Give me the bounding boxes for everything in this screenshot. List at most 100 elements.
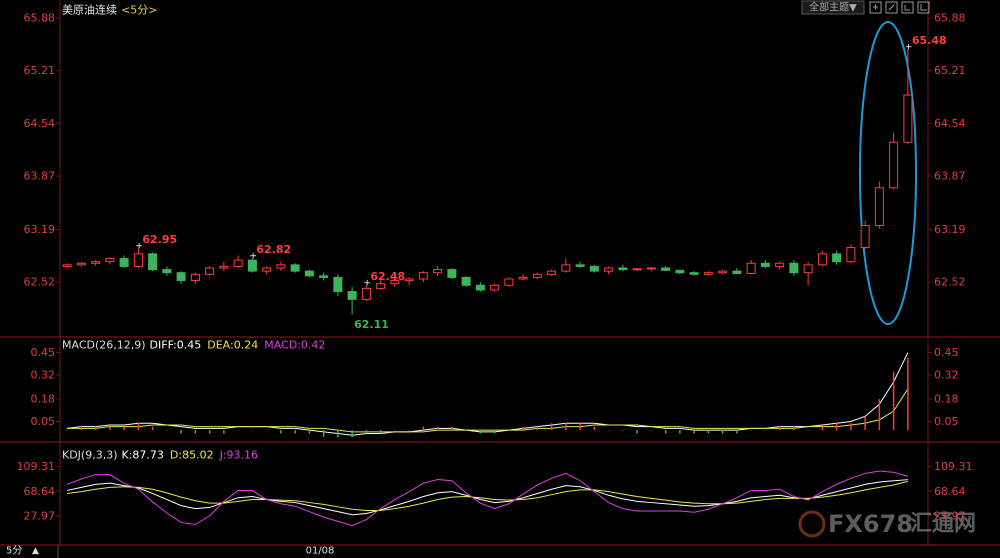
- macd-bar: [337, 430, 339, 437]
- theme-button[interactable]: [801, 0, 865, 15]
- legend-entry: DEA:0.24: [207, 339, 258, 352]
- candle-body: [91, 261, 101, 264]
- macd-bar: [522, 426, 524, 431]
- candle-body: [62, 264, 72, 267]
- theme-button-label[interactable]: 全部主题▼: [809, 1, 857, 14]
- macd-bar: [622, 430, 624, 431]
- candle-body: [832, 253, 842, 263]
- macd-bar: [892, 371, 895, 431]
- y-tick-label-right: 63.19: [934, 223, 966, 236]
- y-tick-label-right: 63.87: [934, 170, 966, 183]
- indicator-line: [67, 352, 909, 436]
- macd-bar: [351, 430, 353, 437]
- y-tick-label: 65.21: [24, 64, 56, 77]
- macd-bar: [764, 430, 767, 431]
- candle-body: [547, 270, 557, 275]
- footer-arrow[interactable]: ▲: [32, 546, 39, 556]
- candle-body: [304, 270, 314, 277]
- y-tick-label-right: 0.32: [934, 369, 959, 382]
- high-label: 65.48: [912, 34, 947, 47]
- candle-body: [162, 269, 172, 274]
- candle-body: [675, 269, 685, 274]
- y-tick-label: 0.18: [31, 393, 56, 406]
- macd-bar: [94, 426, 97, 431]
- y-tick-label-right: 64.54: [934, 117, 966, 130]
- y-tick-label: 0.05: [31, 415, 56, 428]
- candle-body: [133, 253, 143, 267]
- y-tick-label-right: 27.97: [934, 509, 966, 522]
- macd-bar: [707, 430, 710, 434]
- macd-bar: [109, 426, 111, 431]
- y-tick-label: 63.19: [24, 223, 56, 236]
- macd-bar: [208, 430, 211, 434]
- candle-body: [903, 94, 913, 143]
- candle-body: [860, 225, 870, 249]
- candle-body: [604, 267, 614, 272]
- candle-body: [276, 264, 286, 269]
- candle-body: [874, 187, 884, 227]
- macd-bar: [80, 426, 83, 431]
- y-tick-label: 65.88: [24, 12, 56, 25]
- macd-bar: [693, 430, 695, 434]
- y-tick-label-right: 65.21: [934, 64, 966, 77]
- macd-bar: [265, 430, 268, 431]
- candle-body: [418, 272, 428, 280]
- toolbar-icons[interactable]: [869, 1, 930, 14]
- candle-body: [661, 267, 671, 271]
- legend-entry: DIFF:0.45: [150, 339, 202, 352]
- footer-period[interactable]: 5分: [6, 545, 22, 557]
- macd-bar: [579, 423, 581, 431]
- macd-bar: [536, 426, 539, 431]
- candle-body: [347, 291, 357, 300]
- period-label: <5分>: [121, 4, 157, 17]
- macd-bar: [180, 430, 182, 434]
- candle-body: [105, 258, 115, 263]
- candle-body: [233, 259, 243, 267]
- candle-body: [76, 262, 86, 266]
- macd-bar: [280, 430, 282, 434]
- candle-body: [532, 273, 542, 278]
- macd-bar: [308, 430, 311, 434]
- macd-bar: [137, 423, 140, 431]
- indicator-line: [67, 388, 909, 433]
- high-marker: +: [135, 241, 143, 251]
- low-label: 62.11: [354, 318, 389, 331]
- macd-bar: [664, 430, 667, 434]
- legend-entry: K:87.73: [122, 449, 164, 462]
- watermark: FX678 汇通网: [798, 510, 976, 538]
- macd-bar: [807, 430, 809, 431]
- candle-body: [247, 259, 257, 272]
- high-label: 62.82: [256, 243, 291, 256]
- macd-bar: [907, 357, 909, 431]
- macd-bar: [365, 430, 368, 434]
- candle-body: [789, 262, 799, 274]
- watermark-brand: FX678: [828, 510, 913, 538]
- candle-body: [646, 267, 656, 270]
- macd-bar: [379, 430, 382, 434]
- macd-bar: [721, 430, 724, 434]
- frame: [0, 0, 1000, 546]
- instrument-title: 美原油连续: [62, 3, 117, 17]
- candle-body: [632, 268, 642, 271]
- indicator-line: [67, 480, 908, 511]
- macd-bar: [479, 430, 482, 434]
- candle-body: [718, 270, 728, 274]
- candle-body: [390, 280, 400, 285]
- candle-body: [119, 258, 129, 267]
- macd-bar: [408, 430, 410, 431]
- candle-body: [817, 253, 827, 266]
- watermark-site: 汇通网: [910, 512, 976, 537]
- macd-bar: [294, 430, 296, 434]
- candle-body: [518, 276, 528, 280]
- candle-body: [205, 267, 215, 275]
- macd-bar: [465, 430, 467, 431]
- footer: 5分 ▲ 01/08: [6, 545, 334, 558]
- macd-bar: [66, 430, 68, 431]
- candle-body: [589, 265, 599, 272]
- candle-body: [290, 264, 300, 272]
- high-label: 62.95: [142, 233, 177, 246]
- highlight-ellipse: [859, 21, 917, 325]
- candle-body: [219, 265, 229, 269]
- macd-bar: [864, 416, 866, 431]
